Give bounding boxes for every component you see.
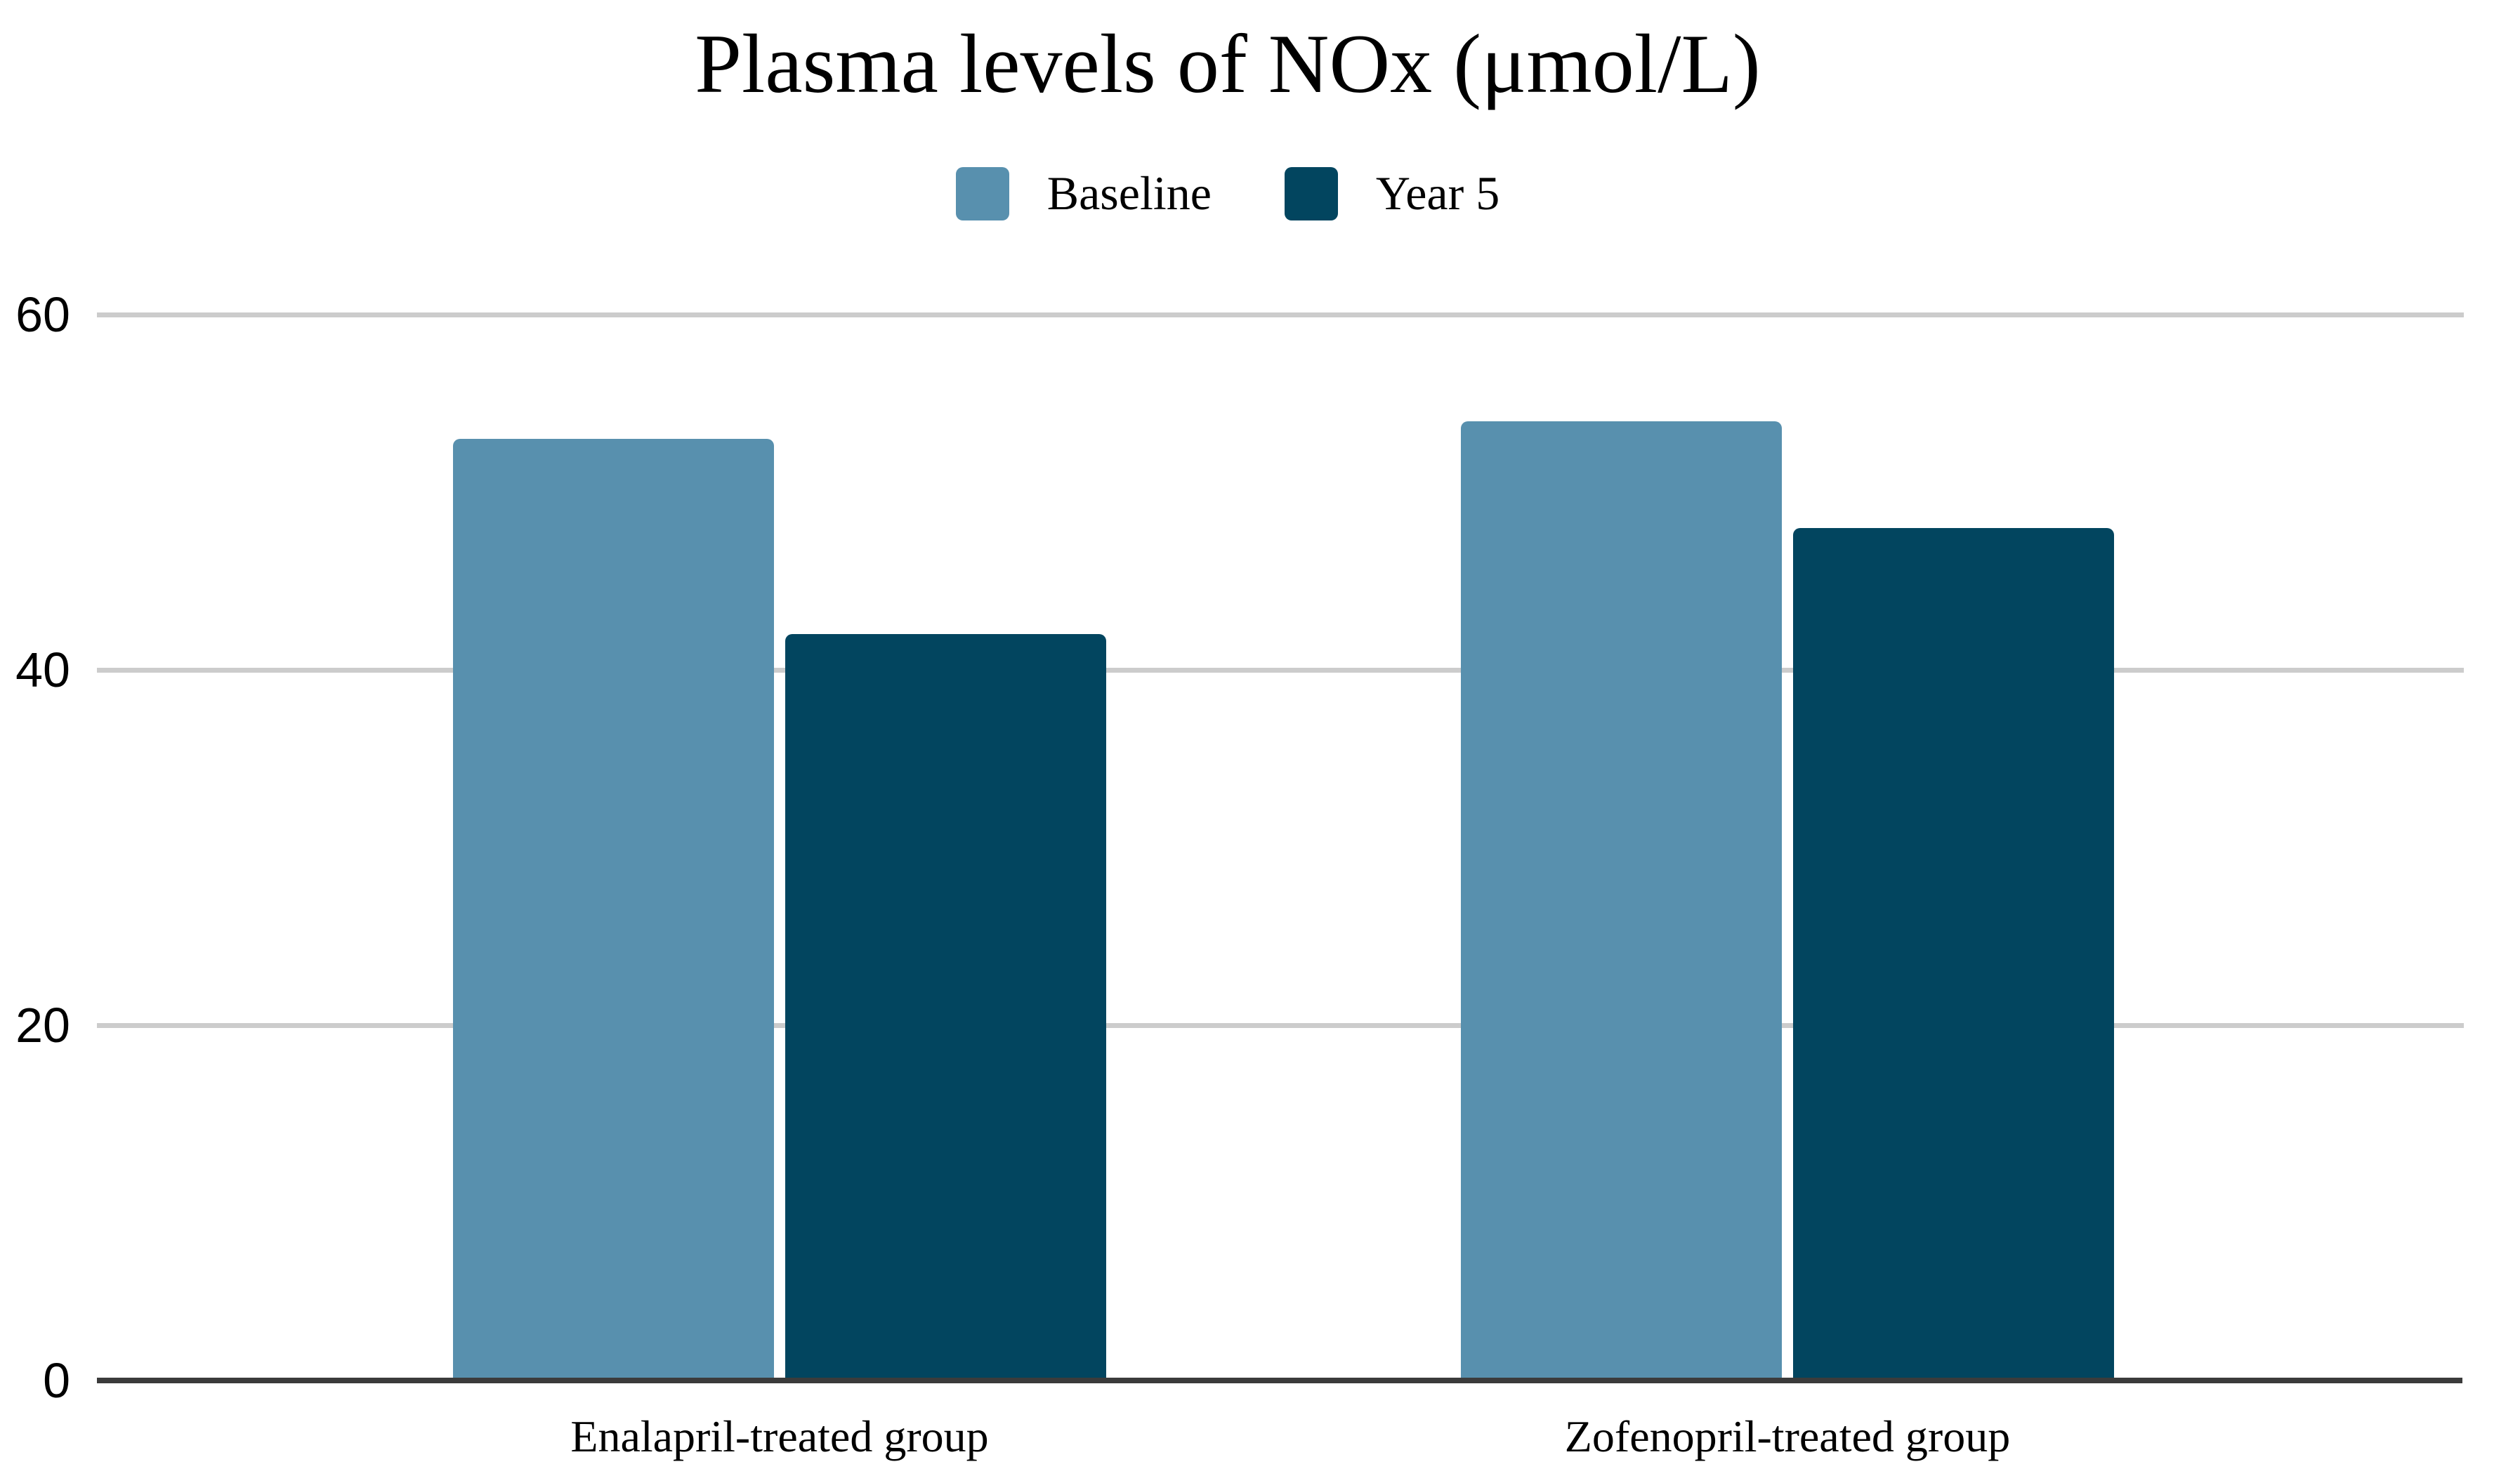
gridline [97,312,2464,317]
y-tick-label: 60 [15,287,70,342]
x-axis-category-label: Enalapril-treated group [570,1411,989,1461]
legend-item: Baseline [955,166,1212,221]
bar-baseline [453,439,774,1380]
gridline [97,667,2464,673]
legend-label: Year 5 [1375,166,1500,220]
x-axis-category-label: Zofenopril-treated group [1564,1411,2011,1461]
chart-title: Plasma levels of NOx (μmol/L) [695,17,1761,110]
bar-year-5 [1793,527,2114,1380]
gridline [97,1022,2464,1028]
legend: Baseline Year 5 [0,166,2455,221]
legend-swatch-icon [955,166,1009,220]
y-tick-label: 20 [15,998,70,1053]
bar-year-5 [785,634,1106,1380]
y-tick-label: 0 [43,1353,70,1408]
legend-label: Baseline [1046,166,1212,220]
legend-item: Year 5 [1284,166,1500,221]
legend-swatch-icon [1284,166,1338,220]
y-tick-label: 40 [15,642,70,697]
x-axis-line [97,1378,2462,1383]
bar-baseline [1461,421,1782,1380]
